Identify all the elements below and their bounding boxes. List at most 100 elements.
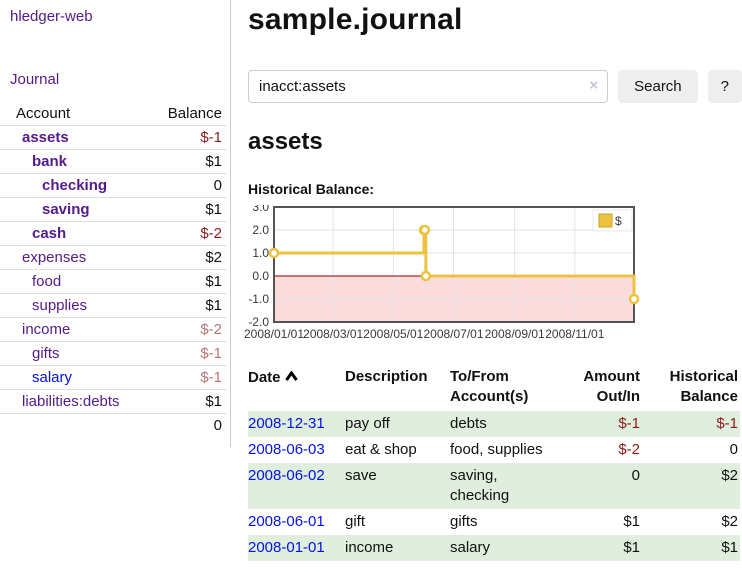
register-table: Date Description To/From Account(s) Amou… xyxy=(248,365,740,561)
transaction-balance: $2 xyxy=(642,463,740,509)
register-header-date-label: Date xyxy=(248,369,281,386)
account-link[interactable]: supplies xyxy=(32,297,88,314)
account-row: checking 0 xyxy=(0,173,226,198)
transaction-balance: $1 xyxy=(642,535,740,561)
account-row: saving $1 xyxy=(0,197,226,222)
account-link[interactable]: income xyxy=(22,321,71,338)
sidebar: hledger-web Journal Account Balance asse… xyxy=(0,0,231,447)
x-tick-label: 2008/11/01 xyxy=(545,327,604,341)
accounts-body: assets $-1 bank $1 checking 0 saving $1 cash $-2 e… xyxy=(0,125,226,414)
account-row: gifts $-1 xyxy=(0,341,226,366)
account-link[interactable]: gifts xyxy=(32,345,60,362)
transaction-description: income xyxy=(345,535,450,561)
search-row: × Search ? xyxy=(248,70,742,103)
main-content: sample.journal × Search ? assets Histori… xyxy=(244,0,742,561)
y-tick-label: 2.0 xyxy=(252,223,269,237)
x-tick-label: 2008/03/01 xyxy=(303,327,363,341)
account-balance: $-1 xyxy=(151,365,226,390)
transaction-amount: 0 xyxy=(562,463,642,509)
account-balance: $1 xyxy=(151,149,226,174)
account-balance: $1 xyxy=(151,293,226,318)
register-row: 2008-12-31 pay off debts $-1 $-1 xyxy=(248,411,740,437)
y-tick-label: -2.0 xyxy=(248,315,269,329)
y-tick-label: 3.0 xyxy=(252,205,269,214)
register-header-amount: Amount Out/In xyxy=(583,368,640,405)
account-row: income $-2 xyxy=(0,317,226,342)
register-header-accounts: To/From Account(s) xyxy=(450,368,529,405)
account-row: liabilities:debts $1 xyxy=(0,389,226,414)
transaction-amount: $-2 xyxy=(618,441,640,458)
transaction-description: eat & shop xyxy=(345,441,417,458)
app-brand-link[interactable]: hledger-web xyxy=(10,8,93,25)
plot-border xyxy=(273,206,635,323)
account-balance: $-1 xyxy=(151,341,226,366)
transaction-date-link[interactable]: 2008-12-31 xyxy=(248,415,325,432)
transaction-accounts: gifts xyxy=(450,513,478,530)
x-tick-label: 2008/05/01 xyxy=(363,327,423,341)
y-tick-label: 0.0 xyxy=(252,269,269,283)
account-balance: $-2 xyxy=(151,317,226,342)
transaction-accounts: debts xyxy=(450,411,562,437)
account-balance: $-2 xyxy=(151,221,226,246)
account-heading: assets xyxy=(248,128,323,155)
account-link[interactable]: assets xyxy=(22,129,69,146)
account-row: expenses $2 xyxy=(0,245,226,270)
account-balance: $-1 xyxy=(151,125,226,150)
account-balance: $2 xyxy=(151,245,226,270)
account-balance: 0 xyxy=(151,173,226,198)
accounts-total-row: 0 xyxy=(0,413,226,437)
page-title: sample.journal xyxy=(248,3,463,36)
transaction-balance: $2 xyxy=(721,513,738,530)
help-button[interactable]: ? xyxy=(707,70,742,103)
accounts-header-balance: Balance xyxy=(151,102,226,126)
x-tick-label: 2008/07/01 xyxy=(423,327,483,341)
accounts-table: Account Balance assets $-1 bank $1 checking 0… xyxy=(0,102,226,437)
account-link[interactable]: bank xyxy=(32,153,68,170)
transaction-date-link[interactable]: 2008-01-01 xyxy=(248,539,325,556)
transaction-date-link[interactable]: 2008-06-03 xyxy=(248,441,325,458)
data-point-marker xyxy=(420,270,432,282)
x-tick-label: 2008/01/01 xyxy=(244,327,304,341)
accounts-header-account: Account xyxy=(0,102,152,126)
transaction-accounts: salary xyxy=(450,535,562,561)
register-row: 2008-06-01 gift gifts $1 $2 xyxy=(248,509,740,535)
search-button[interactable]: Search xyxy=(618,70,698,103)
account-row: cash $-2 xyxy=(0,221,226,246)
account-balance: $1 xyxy=(151,269,226,294)
account-balance: $1 xyxy=(151,389,226,414)
x-tick-label: 2008/09/01 xyxy=(485,327,545,341)
account-link[interactable]: liabilities:debts xyxy=(22,393,120,410)
y-tick-label: 1.0 xyxy=(252,246,269,260)
account-row: food $1 xyxy=(0,269,226,294)
account-link[interactable]: cash xyxy=(32,225,67,242)
legend-label: $ xyxy=(615,214,622,228)
transaction-date-link[interactable]: 2008-06-02 xyxy=(248,467,325,484)
account-link[interactable]: saving xyxy=(42,201,90,218)
sidebar-item-journal[interactable]: Journal xyxy=(10,71,60,88)
transaction-balance: 0 xyxy=(729,441,738,458)
account-balance: $1 xyxy=(151,197,226,222)
chart-label: Historical Balance: xyxy=(248,181,375,197)
account-link[interactable]: salary xyxy=(32,369,73,386)
data-point-marker xyxy=(419,224,431,236)
transaction-amount: $-1 xyxy=(562,411,642,437)
data-point-marker xyxy=(628,293,640,305)
account-row: salary $-1 xyxy=(0,365,226,390)
transaction-amount: $1 xyxy=(623,513,640,530)
search-wrap: × xyxy=(248,70,609,103)
register-header-description: Description xyxy=(345,368,428,385)
search-input[interactable] xyxy=(248,70,609,103)
transaction-balance: $-1 xyxy=(642,411,740,437)
transaction-amount: $1 xyxy=(562,535,642,561)
accounts-total-value: 0 xyxy=(151,413,226,437)
transaction-date-link[interactable]: 2008-06-01 xyxy=(248,513,325,530)
account-row: bank $1 xyxy=(0,149,226,174)
transaction-description: gift xyxy=(345,513,366,530)
register-row: 2008-06-02 save saving, checking 0 $2 xyxy=(248,463,740,509)
register-header-balance: Historical Balance xyxy=(669,368,738,405)
account-link[interactable]: food xyxy=(32,273,62,290)
account-link[interactable]: checking xyxy=(42,177,108,194)
register-header-date[interactable]: Date xyxy=(248,365,345,411)
account-link[interactable]: expenses xyxy=(22,249,87,266)
clear-search-icon[interactable]: × xyxy=(589,77,599,94)
